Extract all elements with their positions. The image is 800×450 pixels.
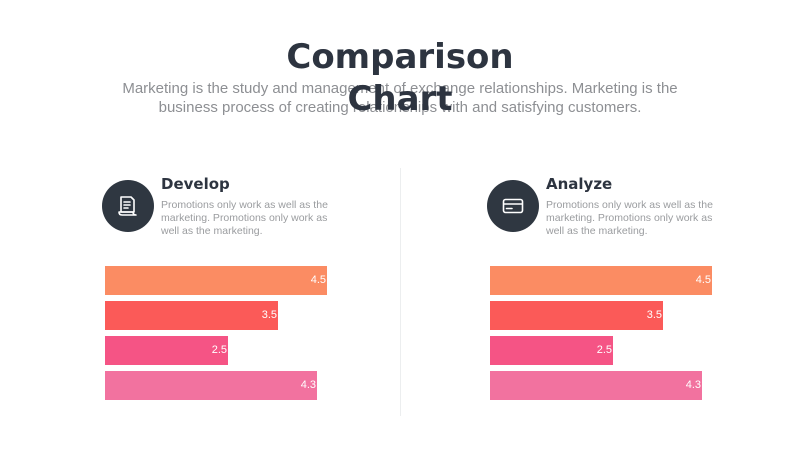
panel-heading: Analyze [546, 175, 613, 193]
bar-1 [490, 266, 712, 295]
bar-chart-develop: 4.5 3.5 2.5 4.3 [105, 266, 345, 406]
page-title-line-2: Chart [347, 79, 453, 119]
bar-value-label: 2.5 [596, 344, 612, 356]
analyze-icon-badge [487, 180, 539, 232]
bar-value-label: 4.3 [685, 379, 701, 391]
bar-2 [490, 301, 663, 330]
bar-3 [105, 336, 228, 365]
bar-2 [105, 301, 278, 330]
panel-description: Promotions only work as well as the mark… [546, 199, 713, 237]
bar-3 [490, 336, 613, 365]
comparison-panel-develop: Develop Promotions only work as well as … [102, 175, 345, 406]
bar-4 [490, 371, 702, 400]
develop-icon-badge [102, 180, 154, 232]
bar-chart-analyze: 4.5 3.5 2.5 4.3 [490, 266, 730, 406]
bar-value-label: 3.5 [261, 309, 277, 321]
bar-value-label: 4.3 [300, 379, 316, 391]
bar-value-label: 3.5 [646, 309, 662, 321]
bar-value-label: 4.5 [310, 274, 326, 286]
bar-4 [105, 371, 317, 400]
bar-value-label: 2.5 [211, 344, 227, 356]
panel-description: Promotions only work as well as the mark… [161, 199, 328, 237]
comparison-panel-analyze: Analyze Promotions only work as well as … [385, 0, 785, 450]
center-divider [400, 168, 401, 416]
bar-1 [105, 266, 327, 295]
credit-card-icon [502, 198, 524, 214]
bar-value-label: 4.5 [695, 274, 711, 286]
page-title: Comparison [286, 37, 514, 77]
page-subtitle: Marketing is the study and management of… [122, 80, 678, 116]
panel-heading: Develop [161, 175, 230, 193]
document-icon [118, 196, 137, 216]
